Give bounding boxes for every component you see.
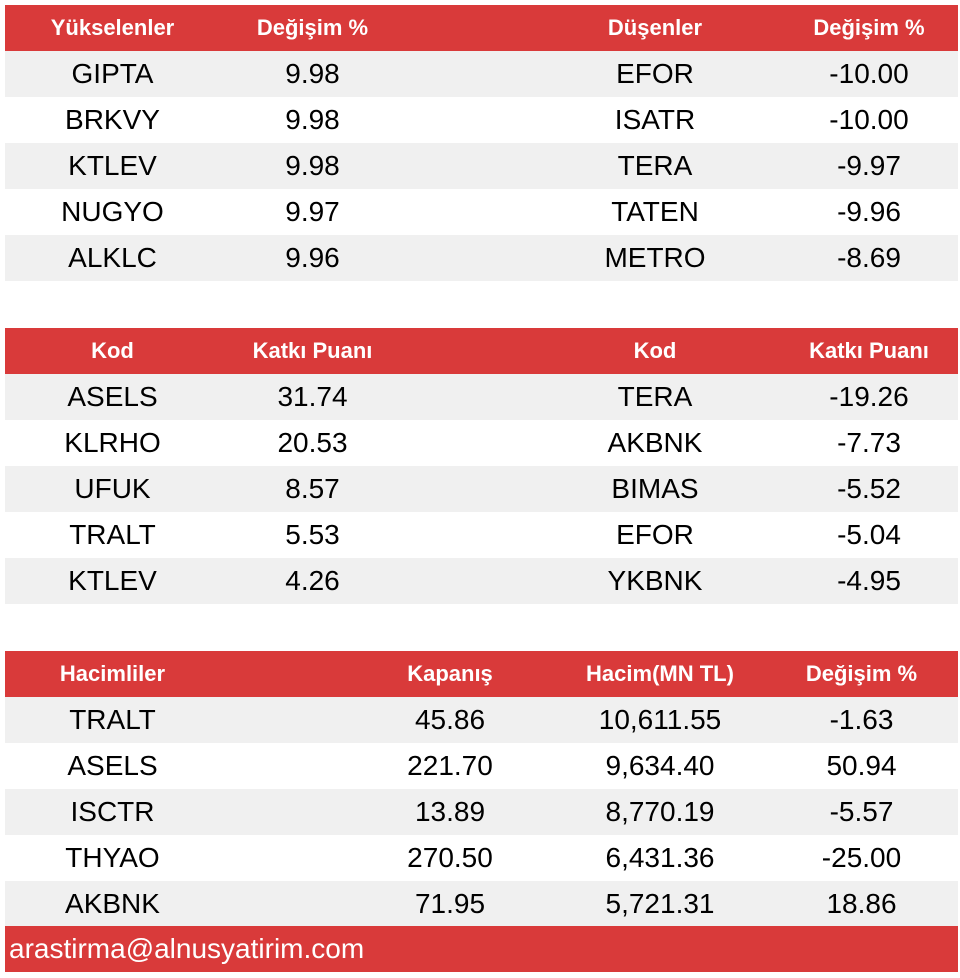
table-row: UFUK 8.57 BIMAS -5.52 [5, 466, 958, 512]
table-cell: ALKLC [68, 242, 157, 273]
table-cell: BRKVY [65, 104, 160, 135]
column-header: Değişim % [256, 15, 369, 40]
column-header: Hacim(MN TL) [586, 661, 734, 686]
column-header: Değişim % [805, 661, 918, 686]
table-cell: TERA [617, 150, 693, 181]
column-header: Kod [91, 338, 134, 363]
column-header: Yükselenler [50, 15, 175, 40]
table-header: Hacimliler Kapanış Hacim(MN TL) Değişim … [5, 651, 958, 697]
table-row: ASELS 31.74 TERA -19.26 [5, 374, 958, 420]
table-cell: 5,721.31 [605, 888, 715, 919]
table-cell: 50.94 [826, 750, 897, 781]
table-cell: 10,611.55 [598, 704, 722, 735]
contact-email-link[interactable]: arastirma@alnusyatirim.com [9, 933, 365, 964]
table-cell: TERA [617, 381, 693, 412]
column-header: Kod [633, 338, 677, 363]
table-row: THYAO 270.50 6,431.36 -25.00 [5, 835, 958, 881]
table-cell: KTLEV [68, 150, 157, 181]
table-cell: -9.97 [837, 150, 901, 181]
table-cell: EFOR [616, 58, 694, 89]
table-cell: BIMAS [611, 473, 699, 504]
table-cell: 71.95 [414, 888, 486, 919]
table-row: KTLEV 4.26 YKBNK -4.95 [5, 558, 958, 604]
table-cell: -10.00 [829, 104, 909, 135]
table-cell: -9.96 [837, 196, 901, 227]
table-cell: 18.86 [826, 888, 897, 919]
table-row: TRALT 45.86 10,611.55 -1.63 [5, 697, 958, 743]
table-row: TRALT 5.53 EFOR -5.04 [5, 512, 958, 558]
table-row: GIPTA 9.98 EFOR -10.00 [5, 51, 958, 97]
table-cell: TATEN [611, 196, 699, 227]
column-header: Katkı Puanı [252, 338, 373, 363]
column-header: Değişim % [813, 15, 925, 40]
table-cell: -4.95 [837, 565, 901, 596]
table-cell: -5.52 [837, 473, 901, 504]
table-cell: 221.70 [407, 750, 493, 781]
table-row: KTLEV 9.98 TERA -9.97 [5, 143, 958, 189]
table-cell: -8.69 [837, 242, 901, 273]
table-cell: AKBNK [607, 427, 703, 458]
table-cell: THYAO [65, 842, 160, 873]
table-cell: ISATR [614, 104, 696, 135]
table-cell: METRO [604, 242, 706, 273]
table-cell: -5.04 [837, 519, 901, 550]
table-cell: 4.26 [285, 565, 340, 596]
table-cell: ISCTR [70, 796, 155, 827]
table-header: Kod Katkı Puanı Kod Katkı Puanı [5, 328, 958, 374]
table-cell: 6,431.36 [605, 842, 715, 873]
column-header: Hacimliler [59, 661, 166, 686]
table-cell: ASELS [67, 750, 158, 781]
column-header: Düşenler [607, 15, 703, 40]
table-cell: EFOR [616, 519, 694, 550]
table-row: NUGYO 9.97 TATEN -9.96 [5, 189, 958, 235]
table-row: ALKLC 9.96 METRO -8.69 [5, 235, 958, 281]
table-cell: 31.74 [277, 381, 348, 412]
table-row: AKBNK 71.95 5,721.31 18.86 [5, 881, 958, 927]
table-cell: 9.96 [285, 242, 340, 273]
table-cell: KLRHO [64, 427, 161, 458]
table-row: ISCTR 13.89 8,770.19 -5.57 [5, 789, 958, 835]
table-cell: -1.63 [829, 704, 894, 735]
contribution-table: Kod Katkı Puanı Kod Katkı Puanı ASELS 31… [5, 328, 958, 604]
table-header: Yükselenler Değişim % Düşenler Değişim % [5, 5, 958, 51]
table-cell: AKBNK [65, 888, 160, 919]
table-cell: UFUK [74, 473, 151, 504]
table-cell: 9.98 [285, 104, 340, 135]
table-row: KLRHO 20.53 AKBNK -7.73 [5, 420, 958, 466]
table-cell: TRALT [69, 519, 156, 550]
footer-email-bar: arastirma@alnusyatirim.com [5, 926, 958, 972]
table-cell: TRALT [69, 704, 156, 735]
table-cell: -5.57 [829, 796, 894, 827]
table-cell: -7.73 [837, 427, 901, 458]
table-row: BRKVY 9.98 ISATR -10.00 [5, 97, 958, 143]
table-cell: -19.26 [829, 381, 909, 412]
table-cell: 9.97 [285, 196, 340, 227]
table-cell: KTLEV [68, 565, 157, 596]
table-cell: -25.00 [821, 842, 902, 873]
table-cell: YKBNK [607, 565, 703, 596]
table-cell: 20.53 [277, 427, 348, 458]
table-cell: ASELS [67, 381, 158, 412]
table-cell: GIPTA [71, 58, 154, 89]
table-cell: 13.89 [414, 796, 486, 827]
table-cell: 9.98 [285, 58, 340, 89]
volume-table: Hacimliler Kapanış Hacim(MN TL) Değişim … [5, 651, 958, 927]
column-header: Kapanış [407, 661, 493, 686]
gainers-losers-table: Yükselenler Değişim % Düşenler Değişim %… [5, 5, 958, 281]
table-cell: 8.57 [285, 473, 340, 504]
table-cell: -10.00 [829, 58, 909, 89]
column-header: Katkı Puanı [809, 338, 929, 363]
table-cell: NUGYO [61, 196, 164, 227]
table-cell: 8,770.19 [605, 796, 715, 827]
table-cell: 5.53 [285, 519, 340, 550]
table-cell: 270.50 [407, 842, 493, 873]
table-cell: 9,634.40 [605, 750, 715, 781]
table-cell: 45.86 [414, 704, 486, 735]
table-cell: 9.98 [285, 150, 340, 181]
table-row: ASELS 221.70 9,634.40 50.94 [5, 743, 958, 789]
